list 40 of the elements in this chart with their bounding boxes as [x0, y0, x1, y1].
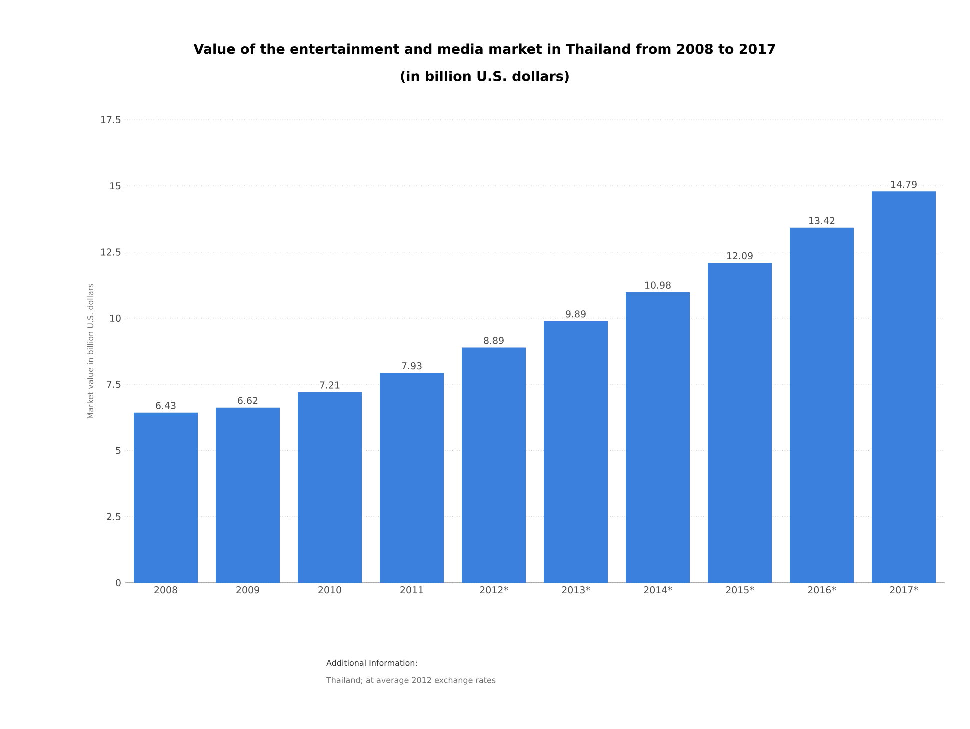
x-tick-label: 2016*	[808, 586, 836, 594]
y-tick-label: 12.5	[101, 248, 121, 256]
y-tick-label: 10	[110, 314, 121, 322]
data-label: 13.42	[810, 217, 835, 224]
bar	[134, 412, 198, 583]
y-tick-label: 17.5	[101, 116, 121, 124]
x-tick-label: 2013*	[562, 586, 590, 594]
data-label: 10.98	[646, 282, 671, 289]
data-label: 7.21	[320, 382, 340, 389]
x-tick-label: 2014*	[644, 586, 672, 594]
bar	[708, 263, 772, 583]
chart-subtitle: (in billion U.S. dollars)	[401, 70, 569, 83]
bar	[544, 321, 608, 583]
bar	[216, 408, 280, 583]
y-tick-label: 2.5	[107, 513, 121, 520]
y-tick-label: 0	[116, 579, 121, 587]
bar	[872, 192, 936, 583]
bar	[790, 228, 854, 583]
x-tick-label: 2015*	[726, 586, 754, 594]
x-tick-label: 2010	[318, 586, 342, 594]
data-label: 7.93	[402, 362, 422, 370]
chart-title: Value of the entertainment and media market in Thailand from 2008 to 2017	[194, 44, 776, 54]
bar	[626, 292, 690, 583]
x-tick-label: 2008	[154, 586, 178, 594]
data-label: 9.89	[566, 310, 586, 318]
x-tick-label: 2011	[400, 586, 424, 594]
data-label: 6.43	[156, 402, 176, 410]
x-tick-label: 2012*	[480, 586, 508, 594]
bar	[462, 348, 526, 583]
y-tick-label: 5	[116, 447, 121, 454]
bar	[298, 392, 362, 583]
data-label: 12.09	[728, 252, 753, 260]
data-label: 6.62	[238, 397, 258, 404]
data-label: 14.79	[892, 180, 917, 188]
x-tick-label: 2009	[236, 586, 260, 594]
bar	[380, 373, 444, 583]
y-tick-label: 15	[110, 182, 121, 190]
y-tick-label: 7.5	[107, 381, 121, 388]
data-label: 8.89	[484, 337, 504, 344]
x-tick-label: 2017*	[890, 586, 918, 594]
